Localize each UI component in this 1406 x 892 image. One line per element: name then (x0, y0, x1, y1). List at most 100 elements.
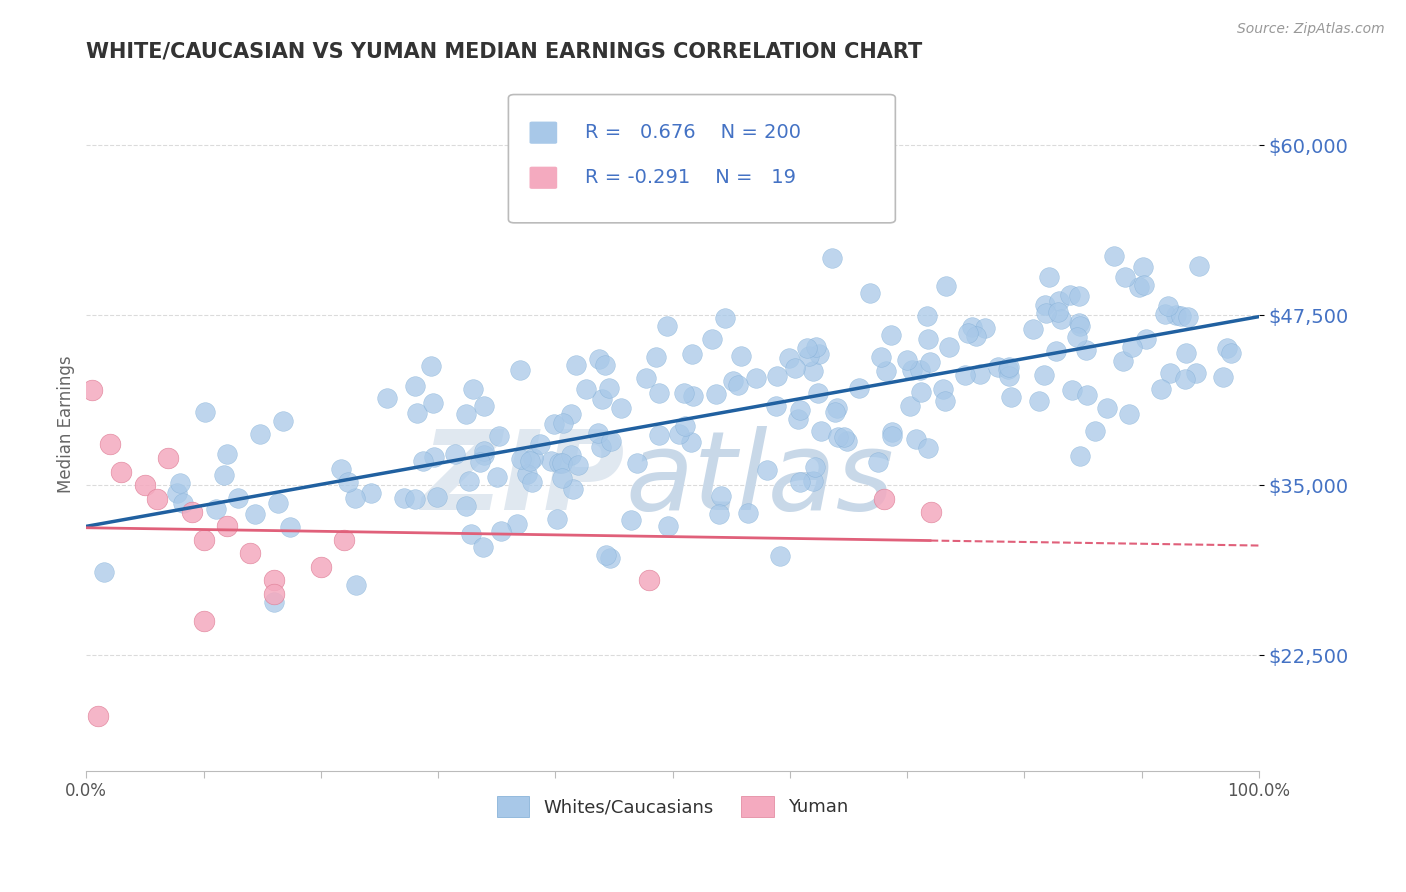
Point (783, 361, 806, 376)
Point (472, 448, 495, 462)
Point (1135, 332, 1157, 346)
Point (955, 368, 977, 382)
Point (1118, 407, 1140, 421)
Point (789, 475, 811, 490)
Point (657, 519, 679, 533)
Point (896, 353, 918, 368)
Point (93, 566, 115, 580)
Point (509, 362, 531, 376)
Point (360, 486, 382, 500)
Point (797, 349, 820, 363)
Point (938, 340, 960, 354)
Point (1156, 299, 1178, 313)
Point (904, 432, 927, 446)
Point (1212, 369, 1234, 384)
Point (1114, 269, 1136, 284)
Point (778, 351, 800, 365)
FancyBboxPatch shape (530, 167, 557, 189)
Point (745, 371, 768, 385)
Point (412, 454, 434, 468)
Point (267, 495, 290, 509)
Point (472, 443, 495, 458)
Point (560, 407, 582, 421)
Point (801, 364, 824, 378)
Point (215, 519, 238, 533)
Point (309, 559, 332, 574)
Point (1084, 424, 1107, 438)
Point (169, 476, 191, 491)
Point (522, 451, 544, 466)
Point (543, 417, 565, 432)
Point (727, 378, 749, 392)
Point (882, 425, 904, 439)
Point (562, 482, 585, 496)
Point (1022, 322, 1045, 336)
Point (910, 363, 932, 377)
Point (997, 362, 1019, 376)
Point (423, 450, 446, 465)
Point (551, 471, 574, 485)
Text: ZIP: ZIP (422, 425, 626, 533)
Point (1050, 312, 1073, 326)
Point (586, 426, 609, 441)
Point (900, 399, 922, 413)
Point (806, 340, 828, 354)
Point (1184, 366, 1206, 380)
Point (872, 491, 894, 506)
Point (730, 349, 752, 363)
Point (644, 350, 666, 364)
Point (801, 474, 824, 488)
Point (789, 403, 811, 417)
Point (1174, 372, 1197, 386)
Point (1069, 449, 1091, 463)
Point (553, 417, 575, 431)
Point (485, 470, 508, 484)
Point (1033, 368, 1056, 382)
FancyBboxPatch shape (509, 95, 896, 223)
Point (1132, 260, 1154, 274)
Text: atlas: atlas (626, 425, 894, 533)
Point (591, 392, 613, 407)
Point (626, 456, 648, 470)
Point (263, 587, 285, 601)
Point (609, 401, 631, 415)
Point (420, 359, 443, 374)
Point (859, 286, 882, 301)
Point (737, 506, 759, 520)
Point (1174, 346, 1197, 360)
Text: R = -0.291    N =   19: R = -0.291 N = 19 (585, 169, 796, 187)
Point (769, 549, 792, 564)
Point (1170, 309, 1192, 323)
Point (263, 594, 285, 608)
Point (329, 461, 352, 475)
Point (1188, 259, 1211, 273)
Point (827, 430, 849, 444)
Point (704, 386, 727, 401)
Text: WHITE/CAUCASIAN VS YUMAN MEDIAN EARNINGS CORRELATION CHART: WHITE/CAUCASIAN VS YUMAN MEDIAN EARNINGS… (86, 42, 922, 62)
Point (655, 319, 678, 334)
Point (375, 391, 398, 405)
Point (343, 491, 366, 506)
Point (998, 368, 1021, 383)
Point (987, 360, 1010, 375)
Point (835, 434, 858, 449)
Point (796, 341, 818, 355)
Point (243, 507, 266, 521)
Point (567, 458, 589, 472)
Point (810, 425, 832, 439)
Point (998, 359, 1021, 374)
Point (263, 574, 285, 588)
Point (529, 437, 551, 451)
Point (821, 251, 844, 265)
Point (394, 491, 416, 505)
Point (193, 533, 215, 547)
Point (866, 455, 889, 469)
Point (638, 574, 661, 588)
Point (454, 408, 477, 422)
Point (1164, 308, 1187, 322)
Point (194, 405, 217, 419)
Point (1216, 341, 1239, 355)
Point (239, 546, 262, 560)
Point (681, 347, 703, 361)
Point (443, 447, 465, 461)
